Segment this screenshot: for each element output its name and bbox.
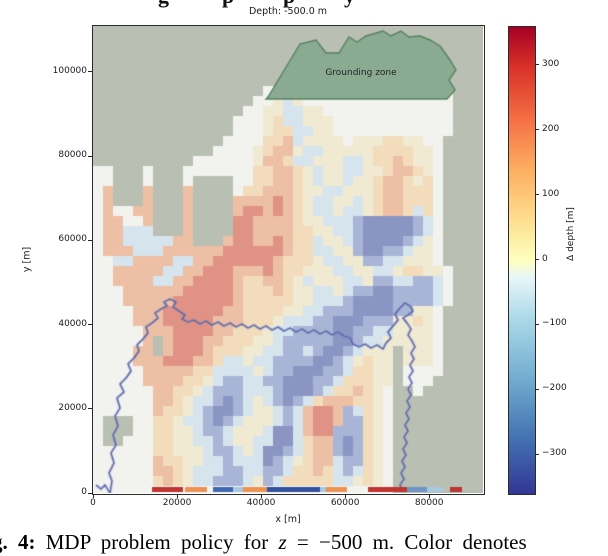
x-tick-mark <box>344 494 346 498</box>
y-tick-label: 100000 <box>52 65 87 76</box>
y-axis-label: y [m] <box>21 246 33 273</box>
y-tick-label: 20000 <box>58 402 87 413</box>
x-tick-mark <box>176 494 178 498</box>
cb-tick-label: 0 <box>542 253 548 264</box>
y-tick-mark <box>88 324 92 326</box>
y-tick-label: 40000 <box>58 318 87 329</box>
cropped-glyph: g <box>158 0 169 8</box>
cb-tick-mark <box>535 388 539 390</box>
x-tick-mark <box>428 494 430 498</box>
x-tick-label: 20000 <box>162 498 192 508</box>
x-tick-label: 0 <box>90 498 96 508</box>
grounding-zone-label: Grounding zone <box>325 68 397 78</box>
cb-tick-label: −100 <box>542 318 567 329</box>
cb-tick-label: −200 <box>542 383 567 394</box>
y-tick-label: 0 <box>81 487 87 497</box>
x-tick-mark <box>260 494 262 498</box>
x-tick-mark <box>92 494 94 498</box>
cb-tick-mark <box>535 129 539 131</box>
colorbar <box>508 26 536 495</box>
y-tick-mark <box>88 155 92 157</box>
policy-heatmap-canvas <box>93 26 483 493</box>
cb-tick-mark <box>535 194 539 196</box>
caption-math-var: z <box>278 530 287 554</box>
cb-tick-mark <box>535 259 539 260</box>
cropped-text-line: gppy <box>0 0 608 8</box>
y-tick-mark <box>88 71 92 73</box>
x-tick-label: 40000 <box>246 498 276 508</box>
plot-title: Depth: -500.0 m <box>248 6 328 17</box>
cb-tick-label: −300 <box>542 448 567 459</box>
x-tick-label: 60000 <box>330 498 360 508</box>
figure-caption: g. 4: MDP problem policy for z = −500 m.… <box>0 530 608 556</box>
cb-tick-mark <box>535 453 539 455</box>
cb-tick-mark <box>535 323 539 325</box>
x-tick-label: 80000 <box>414 498 444 508</box>
y-tick-label: 60000 <box>58 234 87 245</box>
y-tick-mark <box>88 408 92 410</box>
caption-text-mid: MDP problem policy for <box>35 530 279 554</box>
cropped-glyph: p <box>283 0 295 8</box>
cb-tick-label: 200 <box>542 123 560 134</box>
colorbar-label: Δ depth [m] <box>566 207 576 261</box>
caption-number: g. 4: <box>0 530 36 554</box>
cb-tick-label: 300 <box>542 58 560 69</box>
x-axis-label: x [m] <box>275 514 301 525</box>
cropped-glyph: y <box>344 0 355 8</box>
y-tick-mark <box>88 239 92 241</box>
y-tick-mark <box>88 492 92 494</box>
cb-tick-label: 100 <box>542 188 560 199</box>
cb-tick-mark <box>535 64 539 66</box>
cropped-glyph: p <box>222 0 234 8</box>
caption-text-end: = −500 m. Color denotes <box>286 530 527 554</box>
y-tick-label: 80000 <box>58 150 87 161</box>
